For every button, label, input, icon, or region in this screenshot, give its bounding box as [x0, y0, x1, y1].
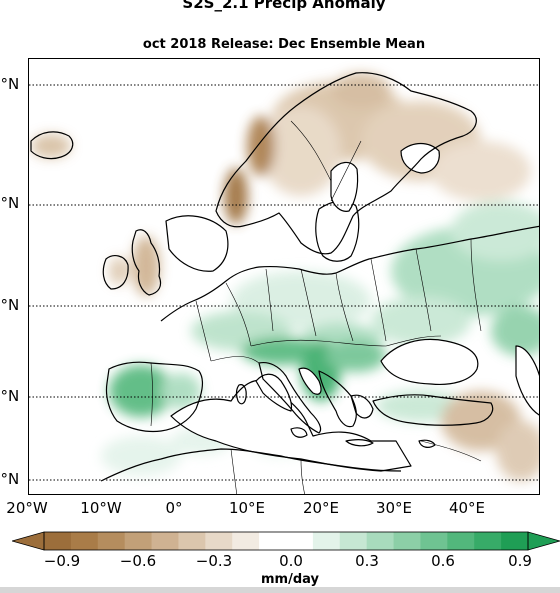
colorbar-cell [70, 532, 99, 550]
colorbar-cell [420, 532, 448, 550]
colorbar-tick-09: 0.9 [508, 552, 532, 570]
bottom-strip [0, 587, 560, 593]
colorbar-cell [339, 532, 368, 550]
colorbar-cell [151, 532, 179, 550]
lat-label-1: 0°N [0, 75, 20, 93]
lon-label-20w: 20°W [6, 499, 48, 517]
colorbar-cell [44, 532, 72, 550]
lat-label-2: 0°N [0, 194, 20, 212]
map-canvas [29, 72, 539, 494]
lat-label-5: 0°N [0, 470, 20, 488]
colorbar-cell [178, 532, 206, 550]
colorbar-cell [366, 532, 395, 550]
graticule [29, 84, 539, 481]
colorbar-cells [44, 532, 529, 550]
lon-label-10e: 10°E [228, 499, 266, 517]
lon-label-0: 0° [165, 499, 183, 517]
lat-label-4: 0°N [0, 387, 20, 405]
colorbar-cell [501, 532, 529, 550]
colorbar-unit-label: mm/day [261, 572, 319, 587]
colorbar-cell [393, 532, 421, 550]
colorbar-right-extend [527, 531, 560, 551]
figure-title: S2S_2.1 Precip Anomaly [182, 0, 386, 12]
country-borders [150, 120, 482, 494]
coastlines [30, 72, 539, 482]
colorbar-tick-neg03: −0.3 [195, 552, 233, 570]
colorbar-tick-06: 0.6 [431, 552, 455, 570]
colorbar-tick-neg09: −0.9 [43, 552, 81, 570]
lon-label-40e: 40°E [448, 499, 486, 517]
figure-subtitle: oct 2018 Release: Dec Ensemble Mean [142, 37, 426, 52]
anomaly-map [28, 58, 540, 495]
colorbar [12, 531, 560, 551]
lon-label-10w: 10°W [80, 499, 122, 517]
colorbar-cell [232, 532, 260, 550]
anomaly-field [31, 73, 539, 481]
colorbar-tick-neg06: −0.6 [119, 552, 157, 570]
lon-label-30e: 30°E [375, 499, 413, 517]
colorbar-cell [312, 532, 341, 550]
colorbar-left-extend [12, 531, 45, 551]
colorbar-cell [97, 532, 126, 550]
colorbar-cell [124, 532, 153, 550]
colorbar-tick-0: 0.0 [279, 552, 303, 570]
colorbar-cell [474, 532, 502, 550]
colorbar-cell [447, 532, 475, 550]
sea-masks [165, 142, 539, 472]
lon-label-20e: 20°E [302, 499, 340, 517]
colorbar-cell [205, 532, 233, 550]
colorbar-cell [286, 532, 314, 550]
colorbar-tick-03: 0.3 [355, 552, 379, 570]
lat-label-3: 0°N [0, 296, 20, 314]
colorbar-cell [259, 532, 287, 550]
colorbar-frame [43, 531, 529, 551]
